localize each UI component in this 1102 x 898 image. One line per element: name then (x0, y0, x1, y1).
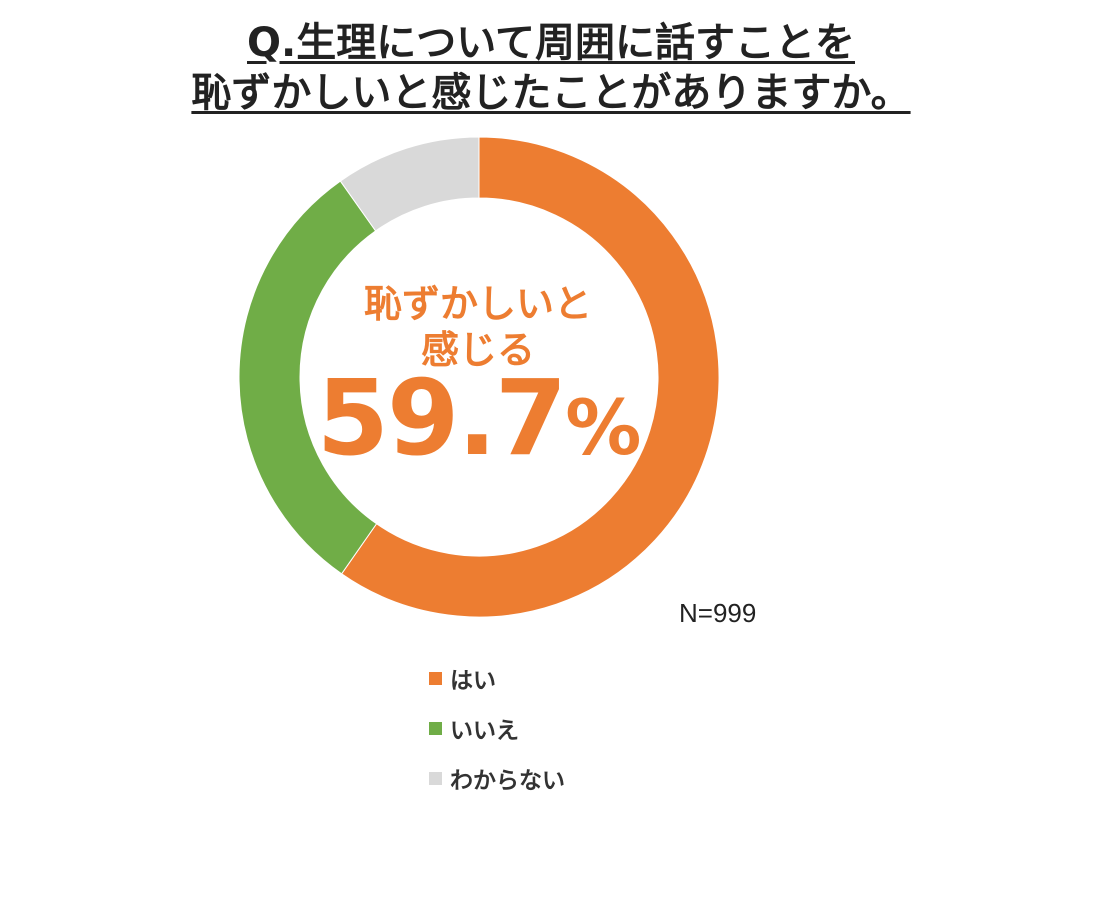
legend-item-3: わからない (429, 753, 565, 803)
legend-swatch-1 (429, 671, 442, 685)
center-label-line-2: 感じる (420, 328, 535, 372)
legend-swatch-2 (429, 721, 442, 735)
center-label-line-1: 恥ずかしいと (363, 282, 592, 326)
legend-label-1: はい (450, 668, 496, 694)
center-value-unit: % (565, 383, 641, 472)
chart-title-line-2: 恥ずかしいと感じたことがありますか。 (191, 70, 911, 116)
legend-label-2: いいえ (450, 718, 519, 744)
legend-label-3: わからない (450, 768, 565, 794)
legend-item-2: いいえ (429, 703, 565, 753)
chart-title-line-1: Q.生理について周囲に話すことを (247, 20, 855, 66)
donut-slice-2 (238, 180, 378, 575)
center-value-number: 59.7 (316, 357, 568, 479)
center-value: 59.7% (288, 362, 668, 484)
donut-slices (238, 136, 720, 618)
donut-slice-1 (340, 136, 720, 618)
legend: はいいいえわからない (429, 653, 565, 803)
legend-item-1: はい (429, 653, 565, 703)
donut-slice-3 (339, 136, 480, 232)
sample-size-label: N=999 (679, 598, 757, 628)
legend-swatch-3 (429, 771, 442, 785)
